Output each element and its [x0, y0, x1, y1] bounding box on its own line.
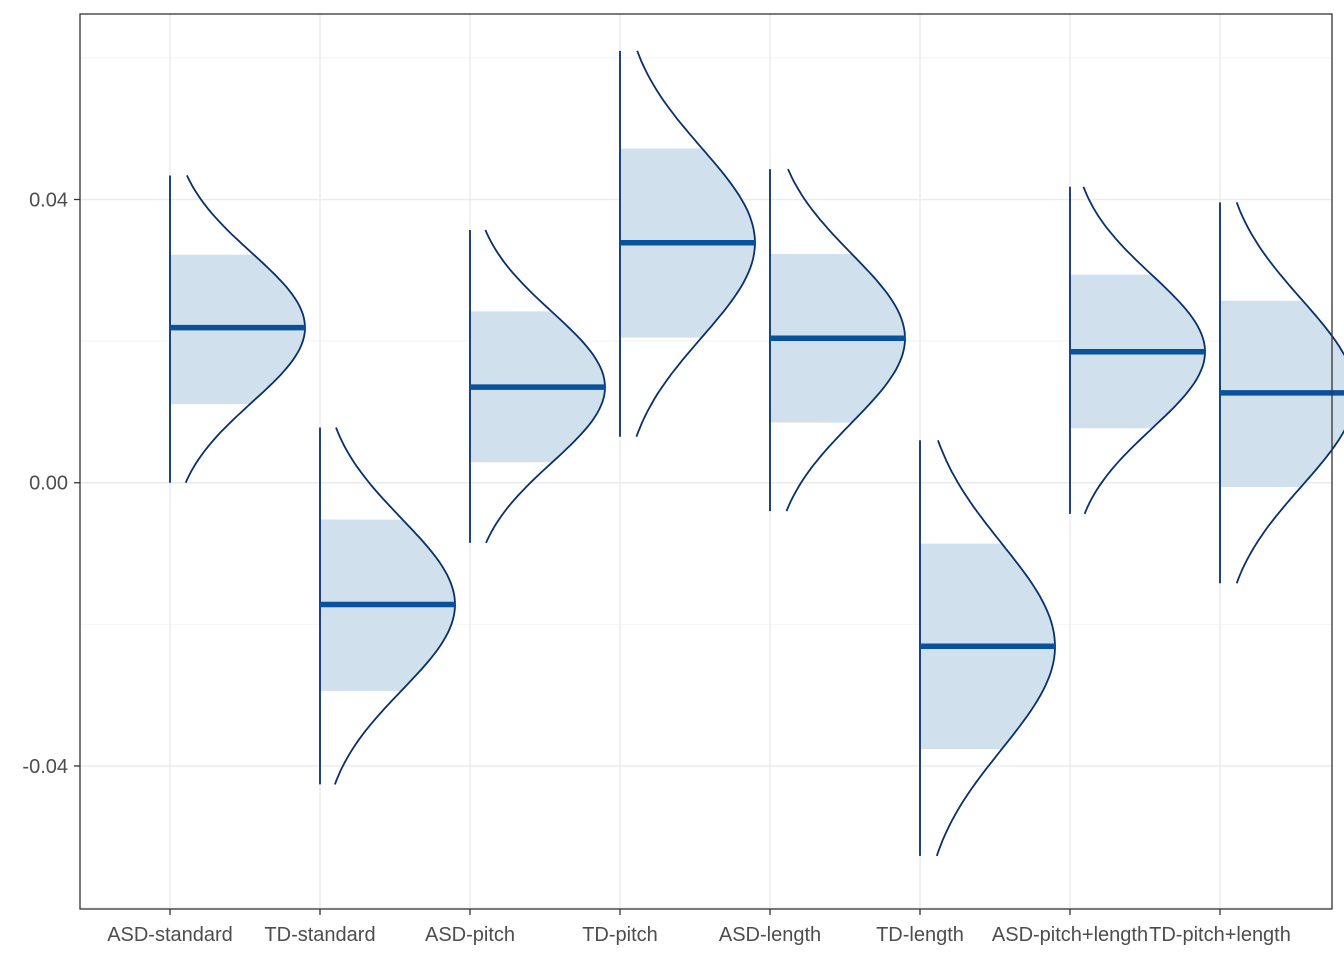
- x-tick-label: ASD-pitch: [425, 924, 515, 946]
- x-tick-label: ASD-pitch+length: [992, 924, 1148, 946]
- x-tick-label: TD-pitch: [582, 924, 658, 946]
- halfeye-ASD-pitch: [469, 229, 606, 544]
- x-tick-label: ASD-length: [719, 924, 821, 946]
- y-tick-label: 0.00: [29, 473, 68, 495]
- series-layer: [169, 50, 1344, 857]
- halfeye-TD-pitch: [619, 50, 756, 438]
- axis-layer: -0.04 0.00 0.04 ASD-standard TD-standard ASD-…: [22, 190, 1290, 946]
- y-tick-label: -0.04: [22, 756, 68, 778]
- halfeye-ASD-length: [769, 168, 906, 512]
- panel-border: [79, 13, 1333, 910]
- y-tick-label: 0.04: [29, 190, 68, 212]
- x-tick-label: TD-standard: [264, 924, 375, 946]
- halfeye-ASD-standard: [169, 175, 306, 484]
- density-curve: [1235, 201, 1344, 584]
- x-tick-label: TD-length: [876, 924, 964, 946]
- halfeye-TD-standard: [319, 427, 456, 785]
- grid-layer: [80, 14, 1332, 909]
- halfeye-TD-length: [919, 439, 1056, 857]
- halfeye-TD-pitch+length: [1219, 201, 1344, 584]
- halfeye-ASD-pitch+length: [1069, 186, 1206, 515]
- x-tick-label: ASD-standard: [107, 924, 233, 946]
- x-tick-label: TD-pitch+length: [1149, 924, 1291, 946]
